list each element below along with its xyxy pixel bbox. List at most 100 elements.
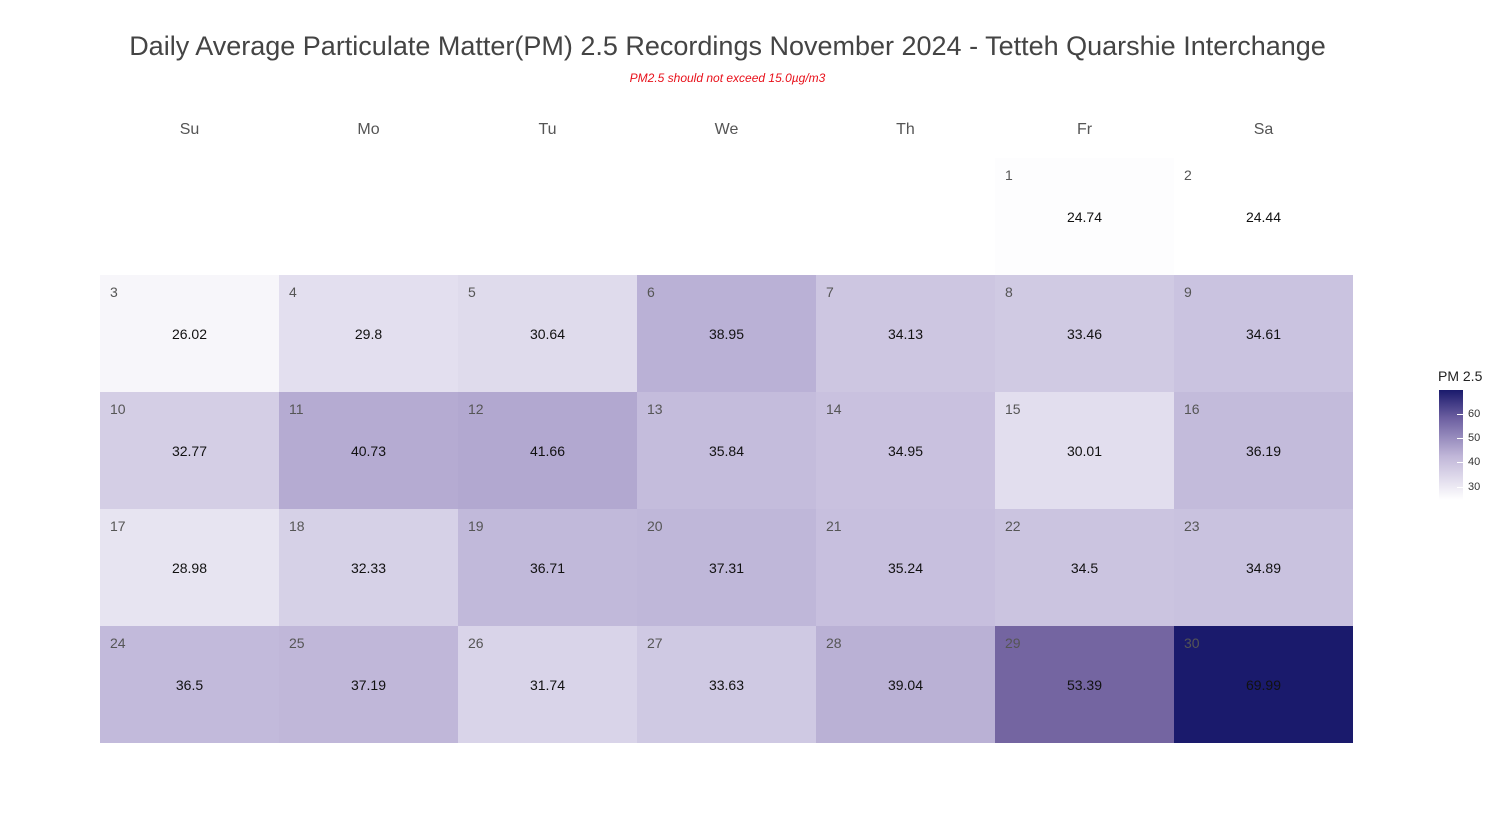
day-cell: 15 30.01: [995, 392, 1174, 509]
weekday-label: We: [714, 121, 739, 138]
day-value-label: 41.66: [529, 443, 566, 459]
day-value-label: 38.95: [708, 326, 745, 342]
day-value-label: 33.63: [708, 677, 745, 693]
day-value-label: 34.95: [887, 443, 924, 459]
day-cell: 4 29.8: [279, 275, 458, 392]
day-value-label: 40.73: [350, 443, 387, 459]
day-value-label: 32.33: [350, 560, 387, 576]
day-number: 14: [826, 401, 842, 417]
day-cell: 23 34.89: [1174, 509, 1353, 626]
day-cell: 8 33.46: [995, 275, 1174, 392]
day-value-label: 37.31: [708, 560, 745, 576]
day-number: 2: [1184, 167, 1192, 183]
legend-tick-label: 30: [1468, 480, 1481, 493]
day-value-label: 37.19: [350, 677, 387, 693]
day-value-label: 34.61: [1245, 326, 1282, 342]
day-cell: 11 40.73: [279, 392, 458, 509]
day-number: 20: [647, 518, 663, 534]
day-cell: 13 35.84: [637, 392, 816, 509]
day-value-label: 30.01: [1066, 443, 1103, 459]
day-cell: 6 38.95: [637, 275, 816, 392]
chart-subtitle: PM2.5 should not exceed 15.0µg/m3: [629, 71, 826, 85]
legend-tick-mark: [1457, 486, 1463, 488]
day-value-label: 53.39: [1066, 677, 1103, 693]
day-cell: 16 36.19: [1174, 392, 1353, 509]
day-cell: 18 32.33: [279, 509, 458, 626]
legend-tick-label: 40: [1468, 456, 1481, 469]
day-cell: 3 26.02: [100, 275, 279, 392]
day-number: 9: [1184, 284, 1192, 300]
day-cell: 25 37.19: [279, 626, 458, 743]
weekday-label: Tu: [538, 121, 557, 138]
day-number: 10: [110, 401, 126, 417]
day-value-label: 69.99: [1245, 677, 1282, 693]
day-number: 29: [1005, 635, 1021, 651]
legend-title: PM 2.5: [1438, 368, 1483, 384]
day-number: 13: [647, 401, 663, 417]
day-cell: 5 30.64: [458, 275, 637, 392]
day-number: 25: [289, 635, 305, 651]
weekday-label: Th: [896, 121, 915, 138]
day-cell: 10 32.77: [100, 392, 279, 509]
day-number: 23: [1184, 518, 1200, 534]
day-value-label: 28.98: [171, 560, 208, 576]
day-number: 6: [647, 284, 655, 300]
day-value-label: 36.5: [175, 677, 204, 693]
legend-tick-label: 60: [1468, 408, 1481, 421]
day-number: 15: [1005, 401, 1021, 417]
day-cell: 7 34.13: [816, 275, 995, 392]
day-value-label: 31.74: [529, 677, 566, 693]
day-number: 26: [468, 635, 484, 651]
day-value-label: 34.13: [887, 326, 924, 342]
day-cell: 27 33.63: [637, 626, 816, 743]
day-cell: 12 41.66: [458, 392, 637, 509]
day-number: 18: [289, 518, 305, 534]
day-number: 4: [289, 284, 297, 300]
day-number: 7: [826, 284, 834, 300]
day-number: 17: [110, 518, 126, 534]
day-number: 30: [1184, 635, 1200, 651]
legend-tick-mark: [1457, 414, 1463, 416]
day-number: 22: [1005, 518, 1021, 534]
day-cell: 1 24.74: [995, 158, 1174, 275]
day-number: 16: [1184, 401, 1200, 417]
day-value-label: 36.19: [1245, 443, 1282, 459]
weekday-label: Sa: [1253, 121, 1274, 138]
day-value-label: 29.8: [354, 326, 383, 342]
day-value-label: 36.71: [529, 560, 566, 576]
day-cell: 28 39.04: [816, 626, 995, 743]
day-cell: 20 37.31: [637, 509, 816, 626]
day-number: 28: [826, 635, 842, 651]
day-value-label: 35.84: [708, 443, 745, 459]
day-value-label: 30.64: [529, 326, 566, 342]
legend-color-bar: [1439, 390, 1463, 500]
day-number: 8: [1005, 284, 1013, 300]
weekday-label: Fr: [1076, 121, 1093, 138]
day-cell: 21 35.24: [816, 509, 995, 626]
legend-tick-mark: [1457, 438, 1463, 440]
weekday-label: Su: [179, 121, 200, 138]
day-cell: 9 34.61: [1174, 275, 1353, 392]
day-value-label: 34.5: [1070, 560, 1099, 576]
day-value-label: 24.74: [1066, 209, 1103, 225]
day-number: 27: [647, 635, 663, 651]
day-number: 19: [468, 518, 484, 534]
day-cell: 17 28.98: [100, 509, 279, 626]
day-cell: 14 34.95: [816, 392, 995, 509]
legend-tick-label: 50: [1468, 432, 1481, 445]
day-cell: 29 53.39: [995, 626, 1174, 743]
day-number: 1: [1005, 167, 1013, 183]
day-value-label: 24.44: [1245, 209, 1282, 225]
day-number: 12: [468, 401, 484, 417]
day-value-label: 33.46: [1066, 326, 1103, 342]
day-number: 3: [110, 284, 118, 300]
day-value-label: 34.89: [1245, 560, 1282, 576]
day-value-label: 39.04: [887, 677, 924, 693]
day-number: 21: [826, 518, 842, 534]
chart-title: Daily Average Particulate Matter(PM) 2.5…: [129, 31, 1326, 61]
legend-tick-mark: [1457, 462, 1463, 464]
day-cell: 22 34.5: [995, 509, 1174, 626]
day-cell: 19 36.71: [458, 509, 637, 626]
day-cell: 2 24.44: [1174, 158, 1353, 275]
